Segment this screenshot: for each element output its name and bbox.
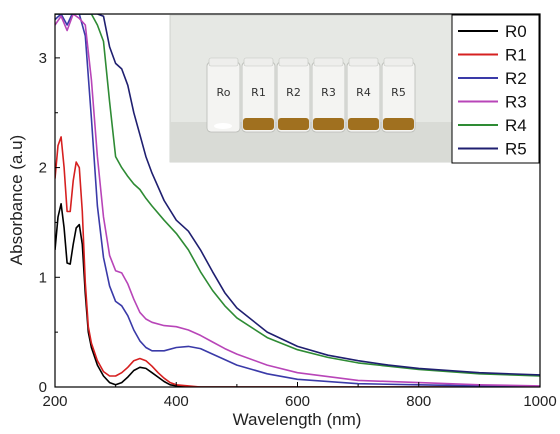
jar-label: R4 bbox=[356, 86, 371, 99]
series-line-r3 bbox=[55, 14, 540, 387]
ticks-layer: 200 400 600 800 1000 0 1 2 3 bbox=[39, 50, 557, 410]
inset-photo: Ro R1 R2 R3 R4 R5 bbox=[169, 14, 453, 163]
y-tick-label: 0 bbox=[39, 379, 47, 396]
jar-label: R5 bbox=[391, 86, 406, 99]
x-tick-label: 1000 bbox=[523, 393, 556, 410]
legend-label-r5: R5 bbox=[505, 140, 527, 159]
legend-box bbox=[451, 14, 540, 164]
x-tick-label: 400 bbox=[164, 393, 189, 410]
x-axis-label: Wavelength (nm) bbox=[233, 410, 362, 429]
jar-label: R3 bbox=[321, 86, 336, 99]
series-line-r5 bbox=[55, 14, 540, 376]
jar-label: R1 bbox=[251, 86, 266, 99]
legend-label-r3: R3 bbox=[505, 93, 527, 112]
jar-4: R4 bbox=[346, 57, 381, 133]
series-line-r1 bbox=[55, 136, 540, 387]
legend-label-r4: R4 bbox=[505, 116, 527, 135]
jar-5: R5 bbox=[381, 57, 416, 133]
legend-label-r1: R1 bbox=[505, 46, 527, 65]
y-tick-label: 3 bbox=[39, 50, 47, 67]
series-line-r4 bbox=[55, 14, 540, 377]
jar-3: R3 bbox=[311, 57, 346, 133]
jar-0: Ro bbox=[206, 57, 241, 133]
legend-label-r2: R2 bbox=[505, 69, 527, 88]
series-line-r2 bbox=[55, 14, 540, 387]
x-tick-label: 600 bbox=[285, 393, 310, 410]
legend-items: R0 R1 R2 R3 R4 R5 bbox=[458, 22, 527, 159]
x-tick-label: 200 bbox=[42, 393, 67, 410]
jar-2: R2 bbox=[276, 57, 311, 133]
jar-1: R1 bbox=[241, 57, 276, 133]
x-tick-label: 800 bbox=[406, 393, 431, 410]
legend-label-r0: R0 bbox=[505, 22, 527, 41]
legend: R0 R1 R2 R3 R4 R5 bbox=[451, 14, 540, 164]
jar-label: R2 bbox=[286, 86, 301, 99]
y-tick-label: 1 bbox=[39, 269, 47, 286]
jar-label: Ro bbox=[217, 86, 231, 99]
jars-layer: Ro R1 R2 R3 R4 R5 bbox=[206, 57, 416, 133]
y-tick-label: 2 bbox=[39, 160, 47, 177]
y-axis-label: Absorbance (a.u) bbox=[7, 135, 26, 265]
